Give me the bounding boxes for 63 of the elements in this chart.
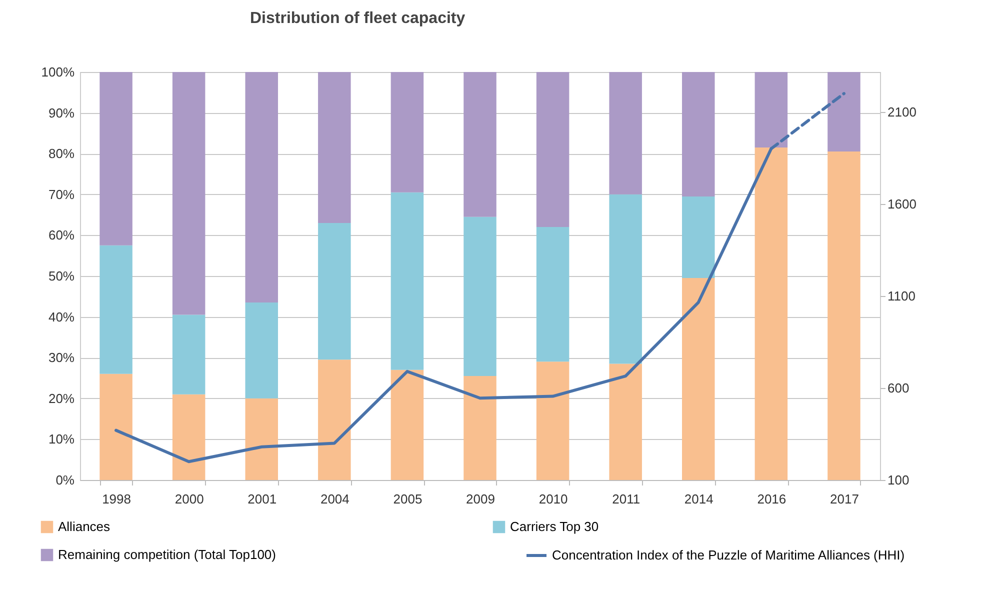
y2-tick-label: 100	[888, 472, 910, 488]
y-tick-label: 70%	[48, 186, 75, 202]
y2-tick-label: 600	[888, 380, 910, 396]
bar	[754, 72, 788, 148]
y-tick-label: 50%	[48, 268, 75, 284]
bar	[464, 216, 496, 376]
y-tick-label: 30%	[48, 350, 75, 366]
x-tick-label: 2000	[174, 492, 204, 506]
bar	[609, 364, 642, 480]
y-tick-label: 40%	[48, 309, 75, 324]
bar	[172, 72, 206, 315]
legend-label: Remaining competition (Total Top100)	[58, 547, 276, 562]
bar	[100, 374, 132, 480]
bar	[609, 72, 642, 194]
bar	[536, 362, 570, 480]
y-tick-label: 100%	[41, 64, 75, 80]
y-tick-label: 90%	[48, 105, 75, 120]
y-tick-label: 0%	[56, 472, 75, 488]
x-tick-label: 1998	[102, 492, 131, 506]
bar	[100, 245, 132, 374]
bar	[390, 72, 424, 192]
bar	[536, 227, 570, 362]
y-tick-label: 20%	[48, 390, 75, 406]
bar	[390, 192, 424, 370]
bar	[318, 222, 351, 360]
x-tick-label: 2014	[684, 492, 714, 506]
x-tick-label: 2016	[757, 492, 786, 506]
legend-label: Alliances	[58, 519, 111, 534]
bar	[390, 370, 424, 480]
bar	[464, 72, 496, 217]
bar	[172, 394, 206, 480]
bar	[245, 398, 278, 480]
y2-tick-label: 1100	[888, 288, 916, 304]
bar	[318, 72, 351, 223]
y2-tick-label: 2100	[888, 104, 916, 120]
bar	[245, 72, 278, 303]
y-tick-label: 10%	[48, 432, 75, 447]
bar	[318, 360, 351, 480]
bar	[100, 72, 132, 246]
bar	[754, 147, 788, 480]
x-tick-label: 2001	[248, 492, 277, 506]
bar	[682, 278, 715, 480]
x-tick-label: 2017	[830, 492, 859, 506]
bar	[464, 376, 496, 480]
legend-label: Concentration Index of the Puzzle of Maritime Alliances (HHI)	[552, 548, 905, 562]
bar	[682, 72, 715, 196]
y-tick-label: 60%	[48, 228, 75, 243]
y-tick-label: 80%	[48, 146, 75, 162]
bar	[536, 72, 570, 228]
bar	[828, 72, 860, 152]
x-tick-label: 2009	[466, 492, 495, 506]
chart-title: Distribution of fleet capacity	[250, 10, 466, 27]
x-tick-label: 2004	[320, 492, 350, 506]
x-tick-label: 2011	[612, 492, 640, 506]
bar	[245, 302, 278, 398]
bar	[828, 152, 860, 480]
bar	[172, 314, 206, 394]
y2-tick-label: 1600	[888, 196, 916, 212]
x-tick-label: 2005	[393, 492, 422, 506]
bar	[609, 194, 642, 364]
legend-label: Carriers Top 30	[510, 519, 599, 534]
x-tick-label: 2010	[538, 492, 568, 506]
bar	[682, 196, 715, 278]
